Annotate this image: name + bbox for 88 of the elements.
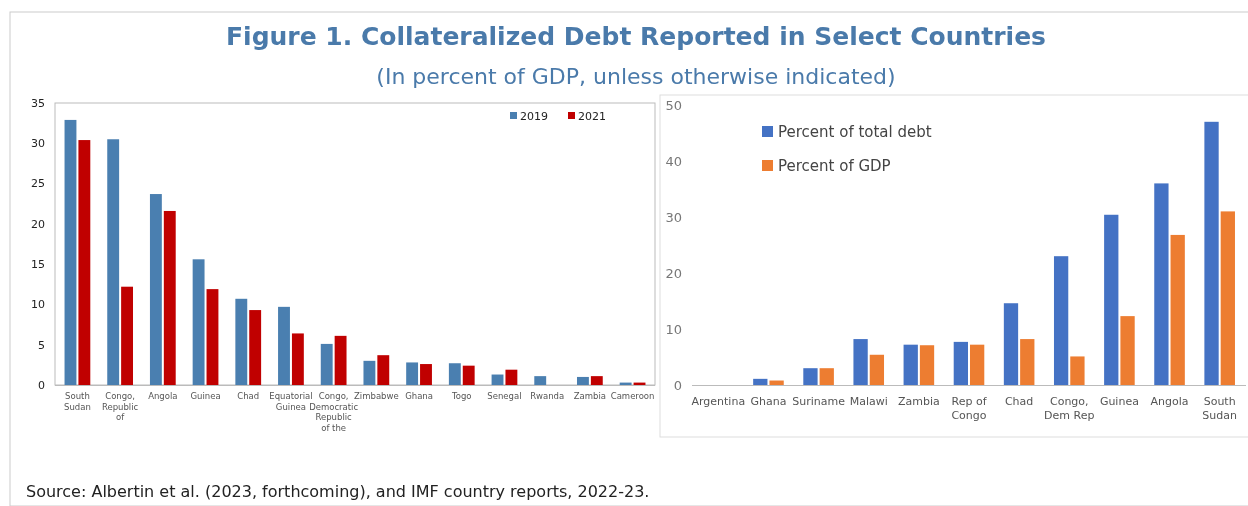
bar	[1020, 339, 1035, 385]
bar	[505, 369, 518, 385]
bar	[853, 339, 868, 385]
legend-label: 2021	[578, 110, 606, 123]
legend-label: 2019	[520, 110, 548, 123]
bar	[1104, 214, 1119, 385]
bar	[769, 380, 784, 385]
bar	[1053, 256, 1069, 385]
bar	[903, 344, 918, 385]
bar	[1120, 316, 1135, 385]
x-tick-label: Rep of Congo	[951, 395, 988, 422]
x-tick-label: Guinea	[190, 391, 221, 401]
x-tick-label: Chad	[1004, 395, 1034, 408]
bar	[377, 355, 390, 385]
bar	[577, 376, 589, 385]
x-tick-label: Argentina	[691, 395, 746, 408]
chart-title: Figure 1. Collateralized Debt Reported in Select Countries	[225, 22, 1047, 51]
source-note: Source: Albertin et al. (2023, forthcoming), and IMF country reports, 2022-23.	[26, 482, 650, 501]
bar	[206, 289, 219, 385]
bar	[803, 368, 818, 385]
y-tick-label: 35	[31, 96, 45, 110]
y-tick-label: 25	[31, 177, 45, 191]
bar	[406, 362, 419, 385]
bar	[819, 368, 834, 385]
x-tick-label: Malawi	[849, 395, 888, 408]
bar	[1154, 183, 1169, 385]
bar	[249, 310, 262, 385]
bar	[869, 354, 885, 385]
bar	[534, 376, 547, 385]
x-tick-label: Zimbabwe	[354, 391, 399, 401]
y-tick-label: 10	[665, 321, 682, 337]
bar	[919, 345, 935, 385]
x-tick-label: Angola	[1150, 395, 1189, 408]
y-tick-label: 5	[38, 338, 45, 352]
bar	[363, 360, 376, 385]
x-tick-label: Ghana	[405, 391, 433, 401]
x-tick-label: Zambia	[897, 395, 940, 408]
bar	[163, 210, 176, 385]
bar	[320, 343, 333, 385]
x-tick-label: Angola	[148, 391, 178, 401]
bar	[1070, 356, 1085, 385]
x-tick-label: Chad	[237, 391, 260, 401]
y-tick-label: 15	[31, 257, 45, 271]
bar	[1220, 211, 1235, 385]
x-tick-label: Ghana	[750, 395, 787, 408]
bar	[590, 376, 603, 385]
y-tick-label: 30	[665, 209, 682, 225]
x-tick-label: Zambia	[573, 391, 607, 401]
y-tick-label: 0	[38, 378, 45, 392]
x-tick-label: Congo, Dem Rep	[1044, 395, 1095, 422]
bar	[953, 341, 968, 385]
legend-label: Percent of total debt	[778, 123, 932, 141]
bar	[291, 333, 304, 385]
x-tick-label: Togo	[450, 391, 472, 401]
bar	[64, 119, 77, 385]
x-tick-label: South Sudan	[64, 391, 91, 412]
bar	[107, 139, 120, 385]
x-tick-label: Rwanda	[530, 391, 565, 401]
x-tick-label: Congo, Republic of	[101, 391, 139, 423]
bar	[1003, 303, 1019, 385]
y-tick-label: 40	[665, 153, 682, 169]
bar	[235, 298, 248, 385]
bar	[420, 364, 432, 385]
bar	[1204, 121, 1219, 385]
bar	[462, 365, 475, 385]
bar	[78, 140, 91, 385]
bar	[334, 335, 347, 385]
x-tick-label: Cameroon	[610, 391, 655, 401]
bar	[753, 378, 768, 385]
x-tick-label: South Sudan	[1202, 395, 1238, 422]
bar	[278, 306, 290, 385]
x-tick-label: Guinea	[1099, 395, 1139, 408]
y-tick-label: 0	[673, 377, 682, 393]
x-tick-label: Senegal	[487, 391, 522, 401]
x-tick-label: Suriname	[792, 395, 846, 408]
chart-subtitle: (In percent of GDP, unless otherwise indicated)	[376, 64, 896, 89]
bar	[970, 344, 985, 385]
bar	[121, 286, 133, 385]
y-tick-label: 30	[31, 137, 45, 151]
y-tick-label: 10	[31, 298, 45, 312]
bar	[1170, 234, 1185, 385]
legend-label: Percent of GDP	[778, 157, 891, 175]
y-tick-label: 20	[31, 217, 45, 231]
y-tick-label: 50	[665, 97, 682, 113]
bar	[192, 259, 205, 385]
bar	[448, 363, 461, 385]
bar	[149, 194, 162, 385]
y-tick-label: 20	[665, 265, 682, 281]
